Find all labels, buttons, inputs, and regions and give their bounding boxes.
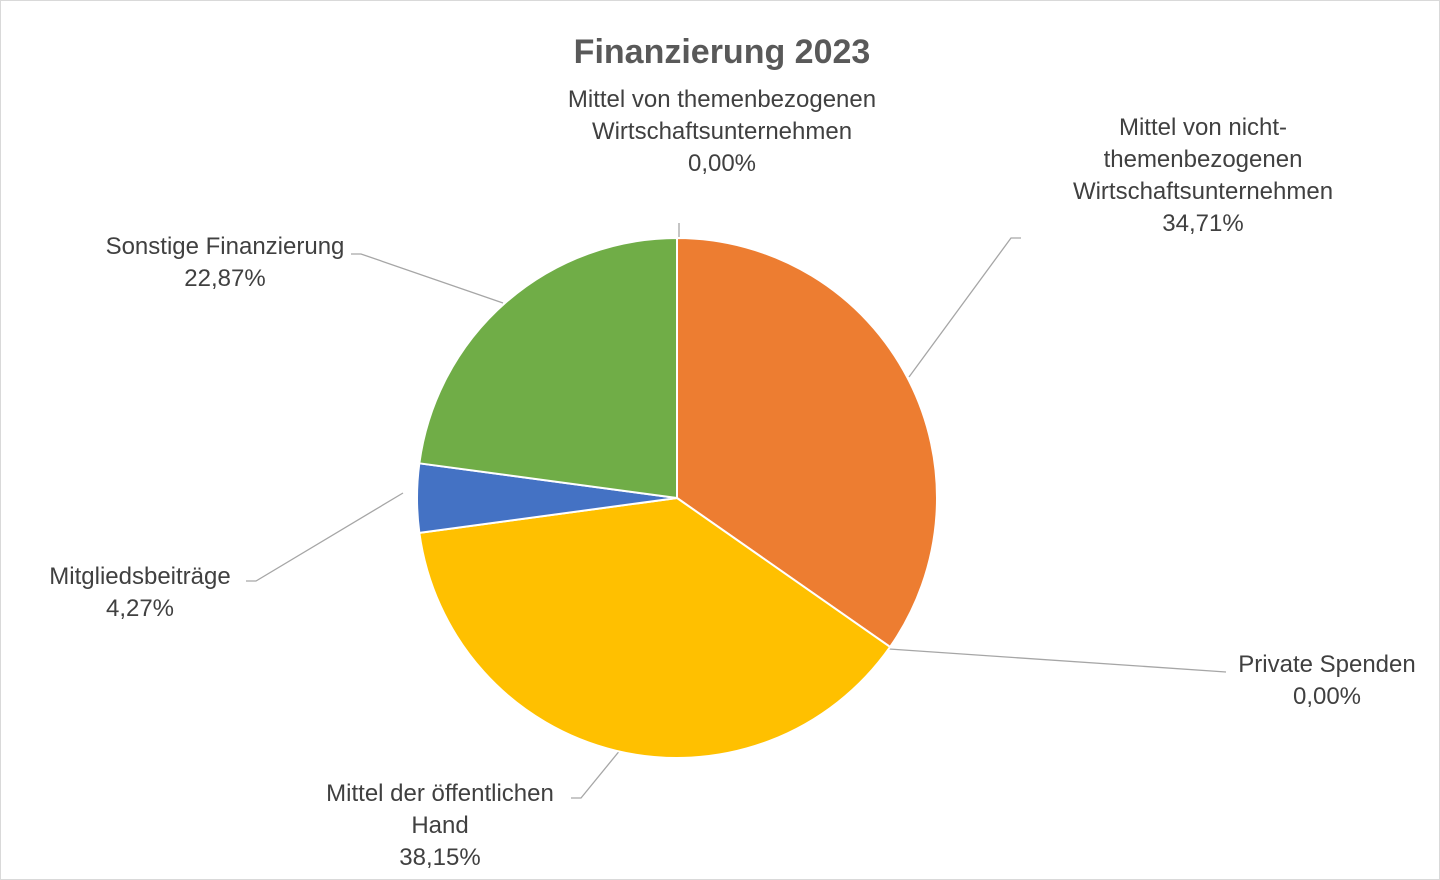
value-label-private: 0,00% xyxy=(1293,683,1361,710)
category-label-mitglied: Mitgliedsbeiträge xyxy=(49,563,230,590)
pie-slice-oeffentlich xyxy=(418,496,892,759)
value-label-mitglied: 4,27% xyxy=(106,595,174,622)
value-label-themen: 0,00% xyxy=(688,150,756,177)
value-label-sonstige: 22,87% xyxy=(184,265,265,292)
data-labels: Mittel von themenbezogenen Wirtschaftsunt… xyxy=(49,86,1415,871)
category-label-themen: Wirtschaftsunternehmen xyxy=(592,118,852,145)
value-label-oeffentlich: 38,15% xyxy=(399,844,480,871)
category-label-private: Private Spenden xyxy=(1238,651,1415,678)
leader-lines xyxy=(246,223,1227,799)
category-label-oeffentlich: Hand xyxy=(411,812,468,839)
category-label-nicht: Wirtschaftsunternehmen xyxy=(1073,178,1333,205)
pie-slice-sonstige xyxy=(418,236,678,500)
category-label-oeffentlich: Mittel der öffentlichen xyxy=(326,780,554,807)
category-label-sonstige: Sonstige Finanzierung xyxy=(106,233,345,260)
data-label-themen: Mittel von themenbezogenen Wirtschaftsunt… xyxy=(568,86,876,177)
value-label-nicht: 34,71% xyxy=(1162,210,1243,237)
category-label-nicht: Mittel von nicht- xyxy=(1119,114,1287,141)
leader-line-oeffentlich xyxy=(571,748,622,799)
pie-slice-nicht xyxy=(676,236,938,649)
leader-line-private xyxy=(888,648,1227,673)
category-label-themen: Mittel von themenbezogenen xyxy=(568,86,876,113)
data-label-sonstige: Sonstige Finanzierung 22,87% xyxy=(106,233,345,292)
data-label-nicht: Mittel von nicht-themenbezogenen Wirtscha… xyxy=(1073,114,1333,237)
category-label-nicht: themenbezogenen xyxy=(1104,146,1303,173)
data-label-oeffentlich: Mittel der öffentlichen Hand 38,15% xyxy=(326,780,554,871)
chart-title: Finanzierung 2023 xyxy=(574,33,871,71)
leader-line-sonstige xyxy=(351,253,504,304)
leader-line-mitglied xyxy=(246,492,404,582)
data-label-private: Private Spenden 0,00% xyxy=(1238,651,1415,710)
data-label-mitglied: Mitgliedsbeiträge 4,27% xyxy=(49,563,230,622)
leader-line-nicht xyxy=(908,237,1021,378)
pie-slices xyxy=(415,236,938,759)
